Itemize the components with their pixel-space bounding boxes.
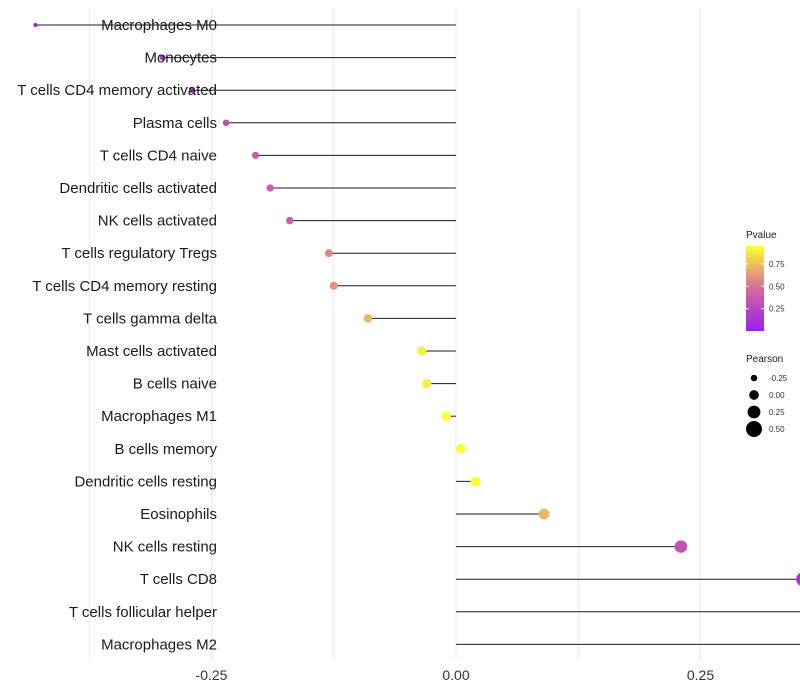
point-13[interactable] — [456, 443, 466, 454]
category-label: NK cells activated — [98, 213, 217, 230]
legend-pvalue-label: 0.25 — [769, 305, 785, 314]
category-label: T cells gamma delta — [83, 310, 218, 327]
category-label: T cells CD4 naive — [100, 147, 217, 164]
category-label: Mast cells activated — [86, 343, 217, 360]
category-label: Dendritic cells resting — [74, 473, 217, 490]
legend-pvalue-label: 0.75 — [769, 260, 785, 269]
legend-pvalue-label: 0.50 — [769, 282, 785, 291]
category-label: Macrophages M2 — [101, 636, 217, 653]
point-2[interactable] — [188, 87, 196, 94]
category-label: Dendritic cells activated — [59, 180, 217, 197]
point-16[interactable] — [674, 540, 688, 553]
point-10[interactable] — [417, 346, 427, 356]
legend-pearson-title: Pearson — [746, 354, 783, 365]
legend-pearson-label: 0.25 — [769, 408, 785, 417]
point-17[interactable] — [796, 572, 800, 586]
point-15[interactable] — [538, 508, 550, 520]
legend-size-dot — [746, 421, 762, 437]
category-label: B cells memory — [114, 441, 217, 458]
category-label: T cells follicular helper — [69, 604, 217, 621]
point-6[interactable] — [285, 216, 294, 225]
point-12[interactable] — [441, 411, 451, 421]
point-11[interactable] — [422, 378, 432, 389]
point-8[interactable] — [329, 281, 338, 290]
x-tick-label: 0.00 — [442, 667, 469, 683]
category-label: B cells naive — [133, 376, 217, 393]
point-1[interactable] — [159, 54, 166, 61]
category-label: Macrophages M1 — [101, 408, 217, 425]
category-label: Eosinophils — [140, 506, 217, 523]
legend-pvalue-title: Pvalue — [746, 230, 777, 241]
legend-pearson-label: 0.50 — [769, 425, 785, 434]
category-label: T cells regulatory Tregs — [61, 245, 217, 262]
legend-pearson-label: -0.25 — [769, 374, 788, 383]
legend-colorbar — [746, 246, 764, 331]
point-3[interactable] — [222, 119, 230, 127]
category-label: NK cells resting — [113, 539, 217, 556]
category-label: T cells CD8 — [140, 571, 217, 588]
legend-pearson-label: 0.00 — [769, 391, 785, 400]
category-label: Macrophages M0 — [101, 17, 217, 34]
point-5[interactable] — [266, 184, 274, 192]
category-label: Plasma cells — [133, 115, 217, 132]
x-tick-label: 0.25 — [687, 667, 714, 683]
legend-size-dot — [749, 390, 759, 400]
legend-size-dot — [750, 374, 758, 382]
point-7[interactable] — [324, 249, 333, 258]
x-tick-label: -0.25 — [196, 667, 228, 683]
legend-size-dot — [747, 405, 761, 419]
point-9[interactable] — [363, 314, 373, 323]
category-label: T cells CD4 memory activated — [17, 82, 217, 99]
category-label: T cells CD4 memory resting — [32, 278, 217, 295]
point-4[interactable] — [251, 151, 260, 159]
point-0[interactable] — [33, 22, 38, 28]
category-label: Monocytes — [144, 50, 217, 67]
point-14[interactable] — [470, 476, 481, 487]
